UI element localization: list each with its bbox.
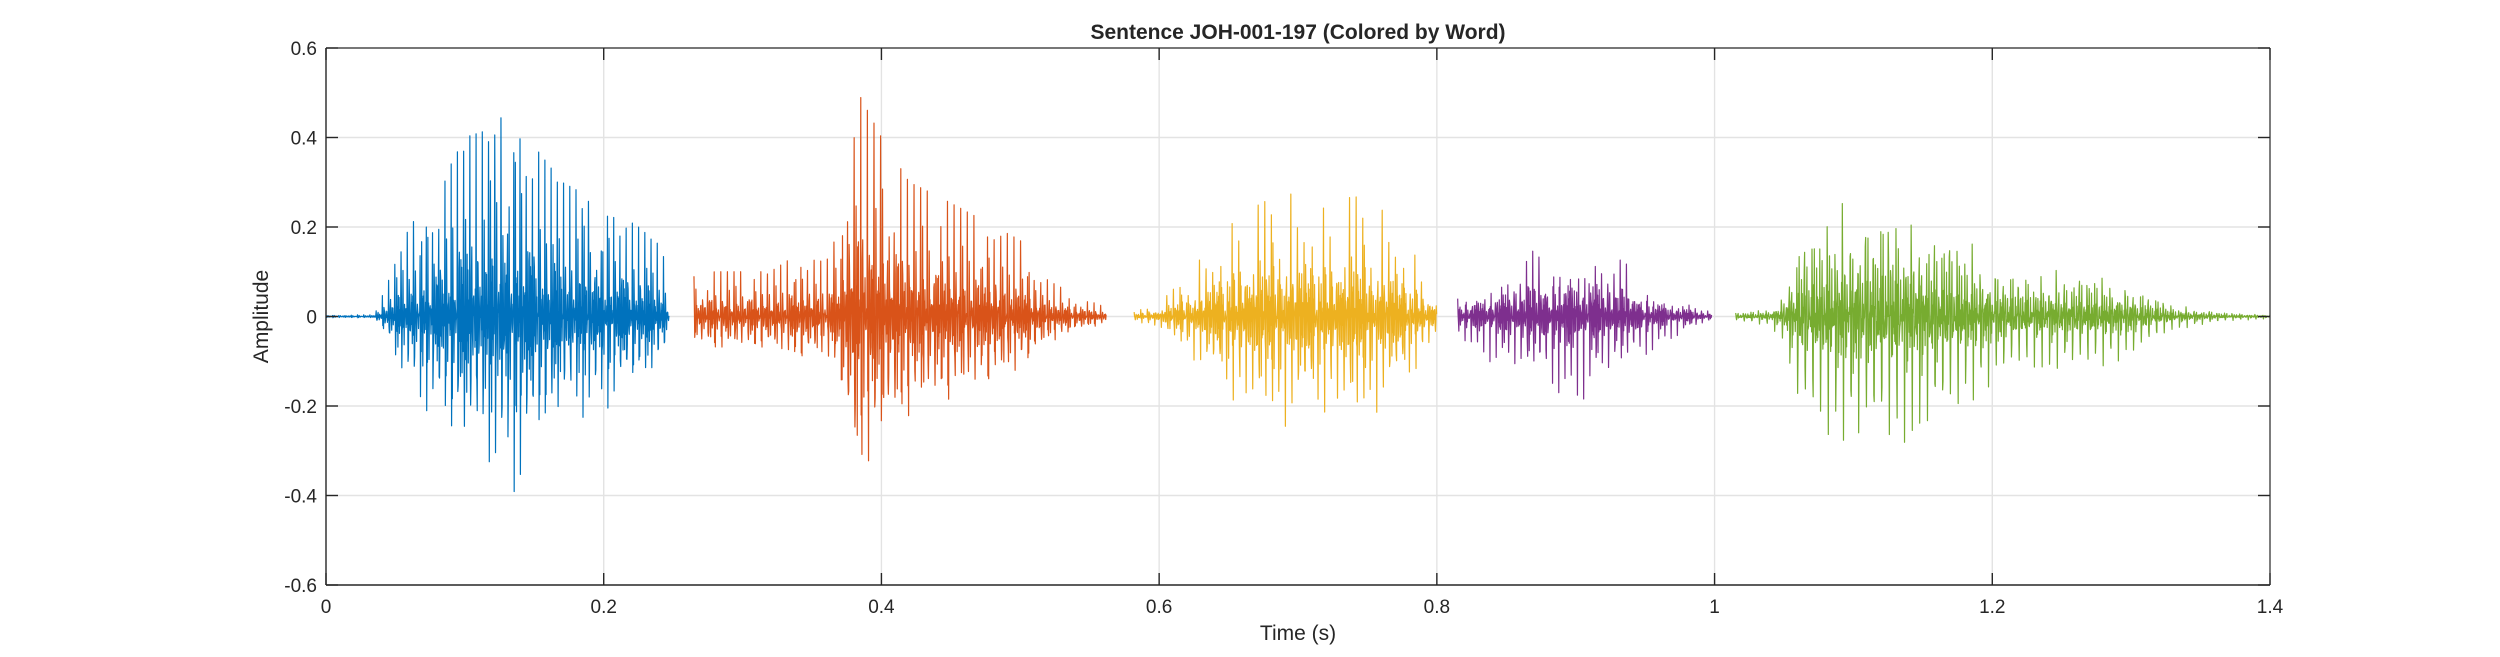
x-tick-label: 0.8 <box>1424 597 1450 618</box>
y-tick-label: 0.4 <box>291 129 318 150</box>
x-tick-label: 1 <box>1709 597 1720 618</box>
x-tick-label: 1.2 <box>1979 597 2005 618</box>
series-1-waveform <box>325 117 670 493</box>
tick-labels: 0 0.2 0.4 0.6 0.8 1 1.2 1.4 -0.6 -0.4 -0.2 0 0.2 0.4 0… <box>284 39 2283 618</box>
series-layer <box>325 96 2271 493</box>
x-tick-label: 0.2 <box>591 597 617 618</box>
y-axis-label: Amplitude <box>250 270 273 363</box>
y-tick-label: 0.6 <box>291 39 317 60</box>
y-tick-label: -0.4 <box>284 487 317 508</box>
axes <box>325 47 2271 586</box>
y-tick-label: -0.6 <box>284 576 317 597</box>
y-tick-label: 0.2 <box>291 218 317 239</box>
x-axis-label: Time (s) <box>1260 622 1336 645</box>
x-tick-label: 1.4 <box>2257 597 2284 618</box>
series-5-waveform <box>1734 202 2271 443</box>
y-tick-label: -0.2 <box>284 397 317 418</box>
x-tick-label: 0 <box>321 597 332 618</box>
series-3-waveform <box>1133 193 1438 427</box>
chart-title: Sentence JOH-001-197 (Colored by Word) <box>1090 21 1505 44</box>
series-2-waveform <box>693 96 1107 462</box>
x-tick-label: 0.4 <box>868 597 895 618</box>
x-tick-label: 0.6 <box>1146 597 1172 618</box>
series-4-waveform <box>1457 250 1713 400</box>
y-tick-label: 0 <box>306 308 317 329</box>
